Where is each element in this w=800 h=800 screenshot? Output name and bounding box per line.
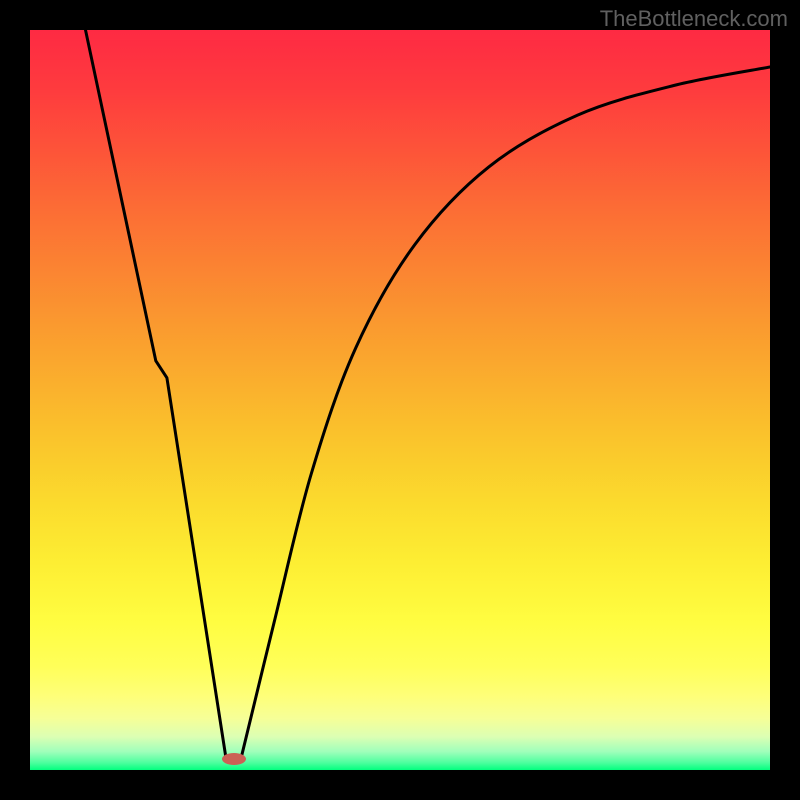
chart-container: TheBottleneck.com xyxy=(0,0,800,800)
bottleneck-curve xyxy=(30,30,770,770)
minimum-marker xyxy=(222,753,246,765)
watermark-text: TheBottleneck.com xyxy=(600,6,788,32)
plot-area xyxy=(30,30,770,770)
